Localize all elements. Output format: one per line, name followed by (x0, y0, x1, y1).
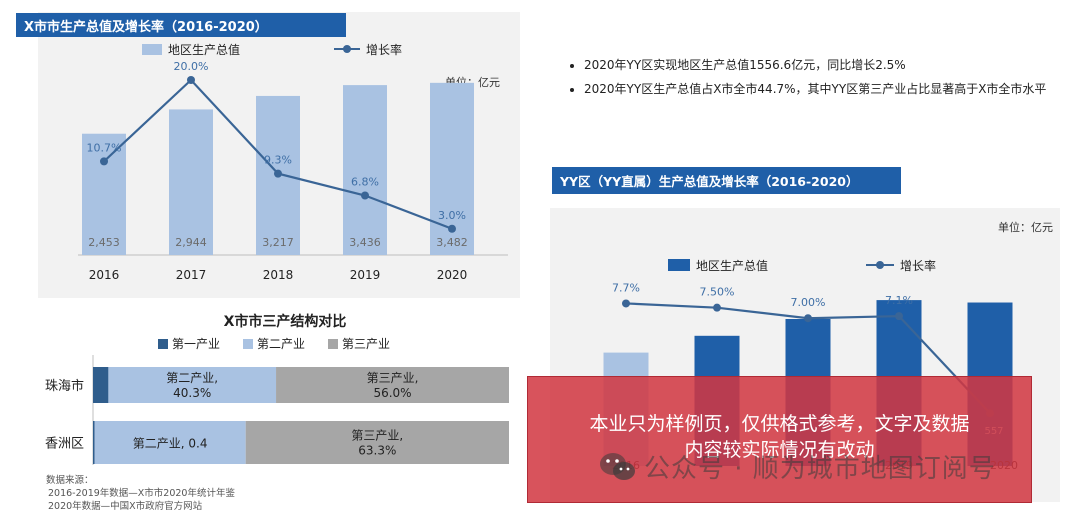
wechat-icon (600, 452, 635, 480)
data-source: 数据来源： 2016-2019年数据—X市市2020年统计年鉴 2020年数据—… (46, 474, 235, 513)
watermark: 公众号 · 顺为城市地图订阅号 (598, 448, 996, 485)
legend-swatch (328, 339, 338, 349)
legend-label: 第二产业 (257, 337, 305, 351)
source-line-1: 2016-2019年数据—X市市2020年统计年鉴 (48, 488, 235, 499)
legend-label: 第一产业 (172, 337, 220, 351)
notice-line-1: 本业只为样例页，仅供格式参考，文字及数据 (589, 413, 970, 435)
segment-label: 第二产业, 0.4 (133, 437, 208, 451)
watermark-text: 公众号 · 顺为城市地图订阅号 (644, 454, 996, 484)
x-tick-label: 2018 (263, 268, 294, 282)
bar-value-label: 3,482 (436, 236, 468, 249)
bullet-list: 2020年YY区实现地区生产总值1556.6亿元，同比增长2.5% 2020年Y… (566, 54, 1074, 102)
stacked-segment (245, 421, 509, 464)
growth-point (100, 157, 108, 166)
stacked-segment (93, 367, 109, 403)
source-line-2: 2020年数据—中国X市政府官方网站 (48, 501, 203, 512)
growth-label: 10.7% (87, 141, 122, 154)
growth-point (187, 76, 195, 84)
legend-bar-swatch (142, 44, 162, 55)
growth-point (361, 191, 369, 200)
legend-bar-swatch (668, 259, 690, 271)
growth-label: 7.00% (791, 296, 826, 309)
x-tick-label: 2017 (176, 268, 207, 282)
segment-label: 40.3% (173, 386, 211, 400)
sample-notice-overlay: 本业只为样例页，仅供格式参考，文字及数据 内容较实际情况有改动 (527, 376, 1032, 503)
bar-value-label: 3,217 (262, 236, 294, 249)
growth-point (713, 303, 721, 312)
growth-point (622, 299, 630, 308)
segment-label: 第三产业, (367, 371, 419, 385)
chart2-unit: 单位：亿元 (998, 220, 1053, 234)
segment-label: 第二产业, (166, 371, 218, 385)
bar-value-label: 2,453 (88, 236, 120, 249)
growth-point (804, 314, 812, 323)
stacked-segment (276, 367, 509, 403)
legend-swatch (243, 339, 253, 349)
growth-label: 6.8% (351, 176, 379, 189)
stacked-segment (93, 421, 95, 464)
stacked-segment (108, 367, 277, 403)
segment-label: 63.3% (358, 444, 396, 458)
growth-label: 20.0% (174, 60, 209, 73)
legend-line-marker (876, 261, 884, 269)
growth-label: 7.1% (885, 294, 913, 307)
bar-gdp (169, 109, 213, 256)
chart3-title: X市市三产结构对比 (224, 313, 347, 330)
x-tick-label: 2019 (350, 268, 381, 282)
legend-label: 第三产业 (342, 337, 390, 351)
growth-label: 7.7% (612, 281, 640, 294)
segment-label: 56.0% (373, 386, 411, 400)
legend-bar-label: 地区生产总值 (696, 258, 768, 273)
stacked-segment (94, 421, 246, 464)
x-tick-label: 2020 (437, 268, 468, 282)
source-title: 数据来源： (46, 475, 94, 486)
growth-label: 3.0% (438, 209, 466, 222)
notice-line-2: 内容较实际情况有改动 (684, 439, 875, 461)
bar-gdp (82, 133, 126, 255)
bar-gdp (343, 85, 387, 255)
segment-label: 第三产业, (351, 429, 403, 443)
category-label: 香洲区 (45, 437, 84, 452)
legend-line-label: 增长率 (900, 258, 936, 273)
category-label: 珠海市 (45, 378, 84, 394)
chart1-header: X市市生产总值及增长率（2016-2020） (16, 13, 346, 37)
bar-value-label: 3,436 (349, 236, 381, 249)
growth-point (274, 169, 282, 178)
legend-bar-label: 地区生产总值 (168, 42, 240, 57)
chart2-header: YY区（YY直属）生产总值及增长率（2016-2020） (552, 167, 901, 194)
growth-point (448, 224, 456, 233)
growth-label: 7.50% (700, 286, 735, 299)
legend-line-label: 增长率 (366, 42, 402, 57)
legend-line-marker (343, 45, 351, 53)
x-tick-label: 2016 (89, 268, 120, 282)
bullet-item: 2020年YY区实现地区生产总值1556.6亿元，同比增长2.5% (584, 54, 1074, 76)
growth-point (895, 312, 903, 321)
bar-value-label: 2,944 (175, 236, 207, 249)
bullet-item: 2020年YY区生产总值占X市全市44.7%，其中YY区第三产业占比显著高于X市… (584, 78, 1074, 100)
legend-swatch (158, 339, 168, 349)
growth-label: 9.3% (264, 154, 292, 167)
